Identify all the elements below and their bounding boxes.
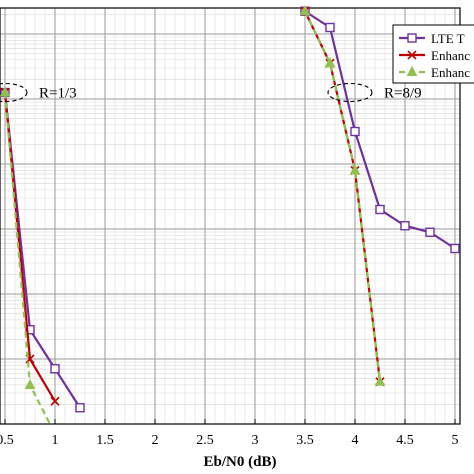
legend: LTE T Enhanc Enhanc: [392, 24, 474, 84]
x-tick-label: 1: [52, 433, 59, 448]
x-tick-label: 5: [452, 433, 459, 448]
data-point: [299, 5, 311, 16]
data-point: [50, 396, 60, 406]
annotation-1: R=1/3: [0, 82, 77, 103]
x-tick-label: 2.5: [196, 433, 214, 448]
series-line: [304, 10, 382, 382]
legend-label: Enhanc: [431, 48, 470, 63]
annotation-2: R=8/9: [327, 82, 422, 103]
annotations: R=1/3 R=8/9: [0, 82, 422, 103]
legend-entry-2: Enhanc: [399, 48, 470, 63]
series-3: [0, 5, 386, 425]
annotation-ellipse: [327, 82, 373, 103]
series-line: [3, 92, 81, 409]
plot-frame: [0, 7, 461, 425]
data-point: [406, 65, 418, 76]
data-point: [75, 403, 85, 413]
data-point: [324, 57, 336, 68]
data-point-stroke: [407, 50, 417, 60]
data-point: [407, 50, 417, 60]
data-point-stroke: [50, 396, 60, 406]
x-tick-label: 3.5: [296, 433, 314, 448]
x-tick-label: 2: [152, 433, 159, 448]
series-line: [3, 92, 56, 402]
data-point: [349, 164, 361, 175]
legend-label: Enhanc: [431, 65, 470, 80]
series-line: [304, 10, 382, 382]
annotation-label: R=8/9: [384, 86, 422, 102]
x-tick-label: 1.5: [96, 433, 114, 448]
series-group: [0, 5, 460, 425]
x-tick-label: 0.5: [0, 433, 14, 448]
data-point: [350, 126, 360, 137]
x-tick-label: 4.5: [396, 433, 414, 448]
x-tick-label: 4: [352, 433, 359, 448]
data-point: [450, 243, 460, 254]
data-point: [25, 325, 35, 335]
series-1: [0, 6, 460, 413]
data-point: [400, 221, 410, 231]
series-line: [3, 92, 51, 425]
data-point: [24, 378, 36, 389]
data-point: [425, 227, 435, 237]
x-axis-title: Eb/N0 (dB): [204, 454, 277, 470]
axes: 0.5 1 1.5 2 2.5 3 3.5 4 4.5 5: [0, 7, 461, 448]
annotation-label: R=1/3: [39, 86, 77, 102]
data-point: [407, 33, 417, 43]
annotation-ellipse: [0, 82, 28, 103]
legend-label: LTE T: [431, 31, 465, 46]
data-point: [374, 375, 386, 386]
x-tick-label: 3: [252, 433, 259, 448]
data-point: [325, 22, 335, 33]
legend-entry-3: Enhanc: [399, 65, 470, 80]
data-point: [375, 204, 385, 215]
data-point: [50, 364, 60, 374]
data-point: [0, 86, 11, 97]
legend-entry-1: LTE T: [399, 31, 465, 46]
